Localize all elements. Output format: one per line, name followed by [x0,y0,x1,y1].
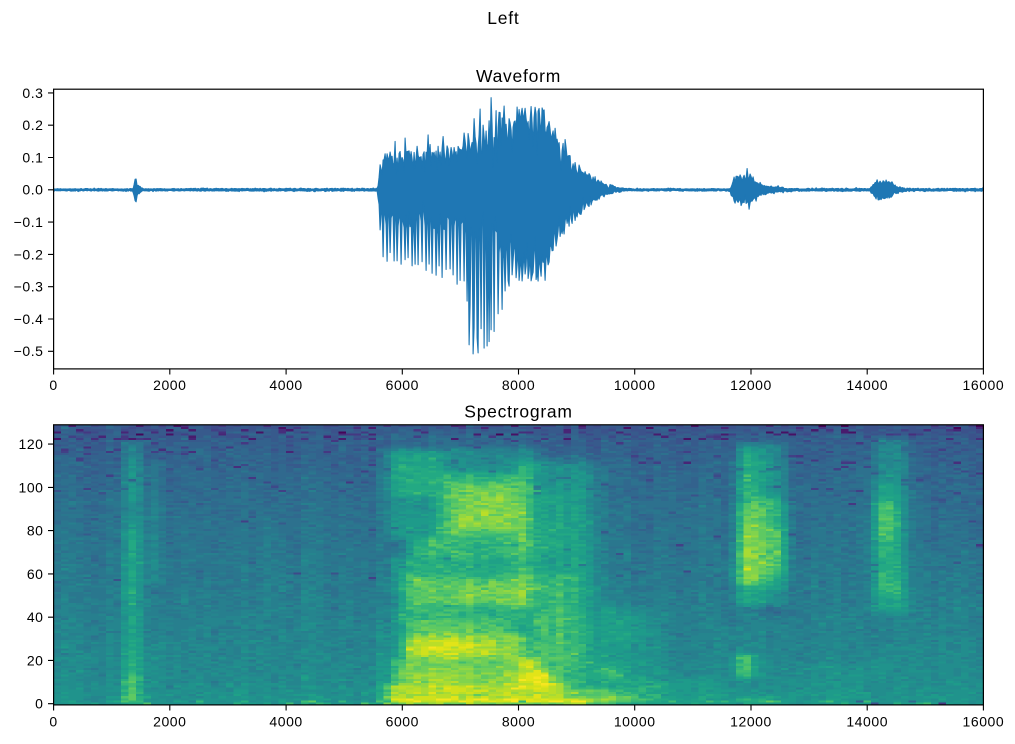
svg-text:12000: 12000 [730,714,772,730]
svg-text:12000: 12000 [730,377,772,393]
svg-text:14000: 14000 [846,714,888,730]
svg-text:0.1: 0.1 [22,149,43,165]
svg-text:20: 20 [27,652,44,668]
svg-text:10000: 10000 [614,377,656,393]
svg-text:80: 80 [27,523,44,539]
svg-text:10000: 10000 [614,714,656,730]
svg-text:2000: 2000 [153,377,186,393]
svg-text:Waveform: Waveform [476,66,561,86]
svg-text:−0.1: −0.1 [14,214,44,230]
svg-text:0.0: 0.0 [22,182,43,198]
svg-text:2000: 2000 [153,714,186,730]
svg-text:16000: 16000 [963,377,1005,393]
svg-text:Left: Left [487,8,519,28]
svg-text:0.2: 0.2 [22,117,43,133]
svg-text:100: 100 [18,479,43,495]
svg-text:4000: 4000 [269,714,302,730]
svg-text:40: 40 [27,609,44,625]
svg-text:−0.2: −0.2 [14,246,44,262]
svg-text:−0.3: −0.3 [14,279,44,295]
svg-text:120: 120 [18,436,43,452]
svg-text:0: 0 [35,696,43,712]
svg-text:14000: 14000 [846,377,888,393]
svg-text:60: 60 [27,566,44,582]
svg-text:8000: 8000 [502,377,535,393]
svg-text:−0.4: −0.4 [14,311,44,327]
svg-text:0: 0 [49,377,57,393]
svg-text:6000: 6000 [386,714,419,730]
svg-text:16000: 16000 [963,714,1005,730]
svg-text:−0.5: −0.5 [14,343,44,359]
svg-text:8000: 8000 [502,714,535,730]
svg-text:0.3: 0.3 [22,85,43,101]
svg-text:0: 0 [49,714,57,730]
svg-text:4000: 4000 [269,377,302,393]
svg-text:6000: 6000 [386,377,419,393]
svg-text:Spectrogram: Spectrogram [464,401,572,421]
